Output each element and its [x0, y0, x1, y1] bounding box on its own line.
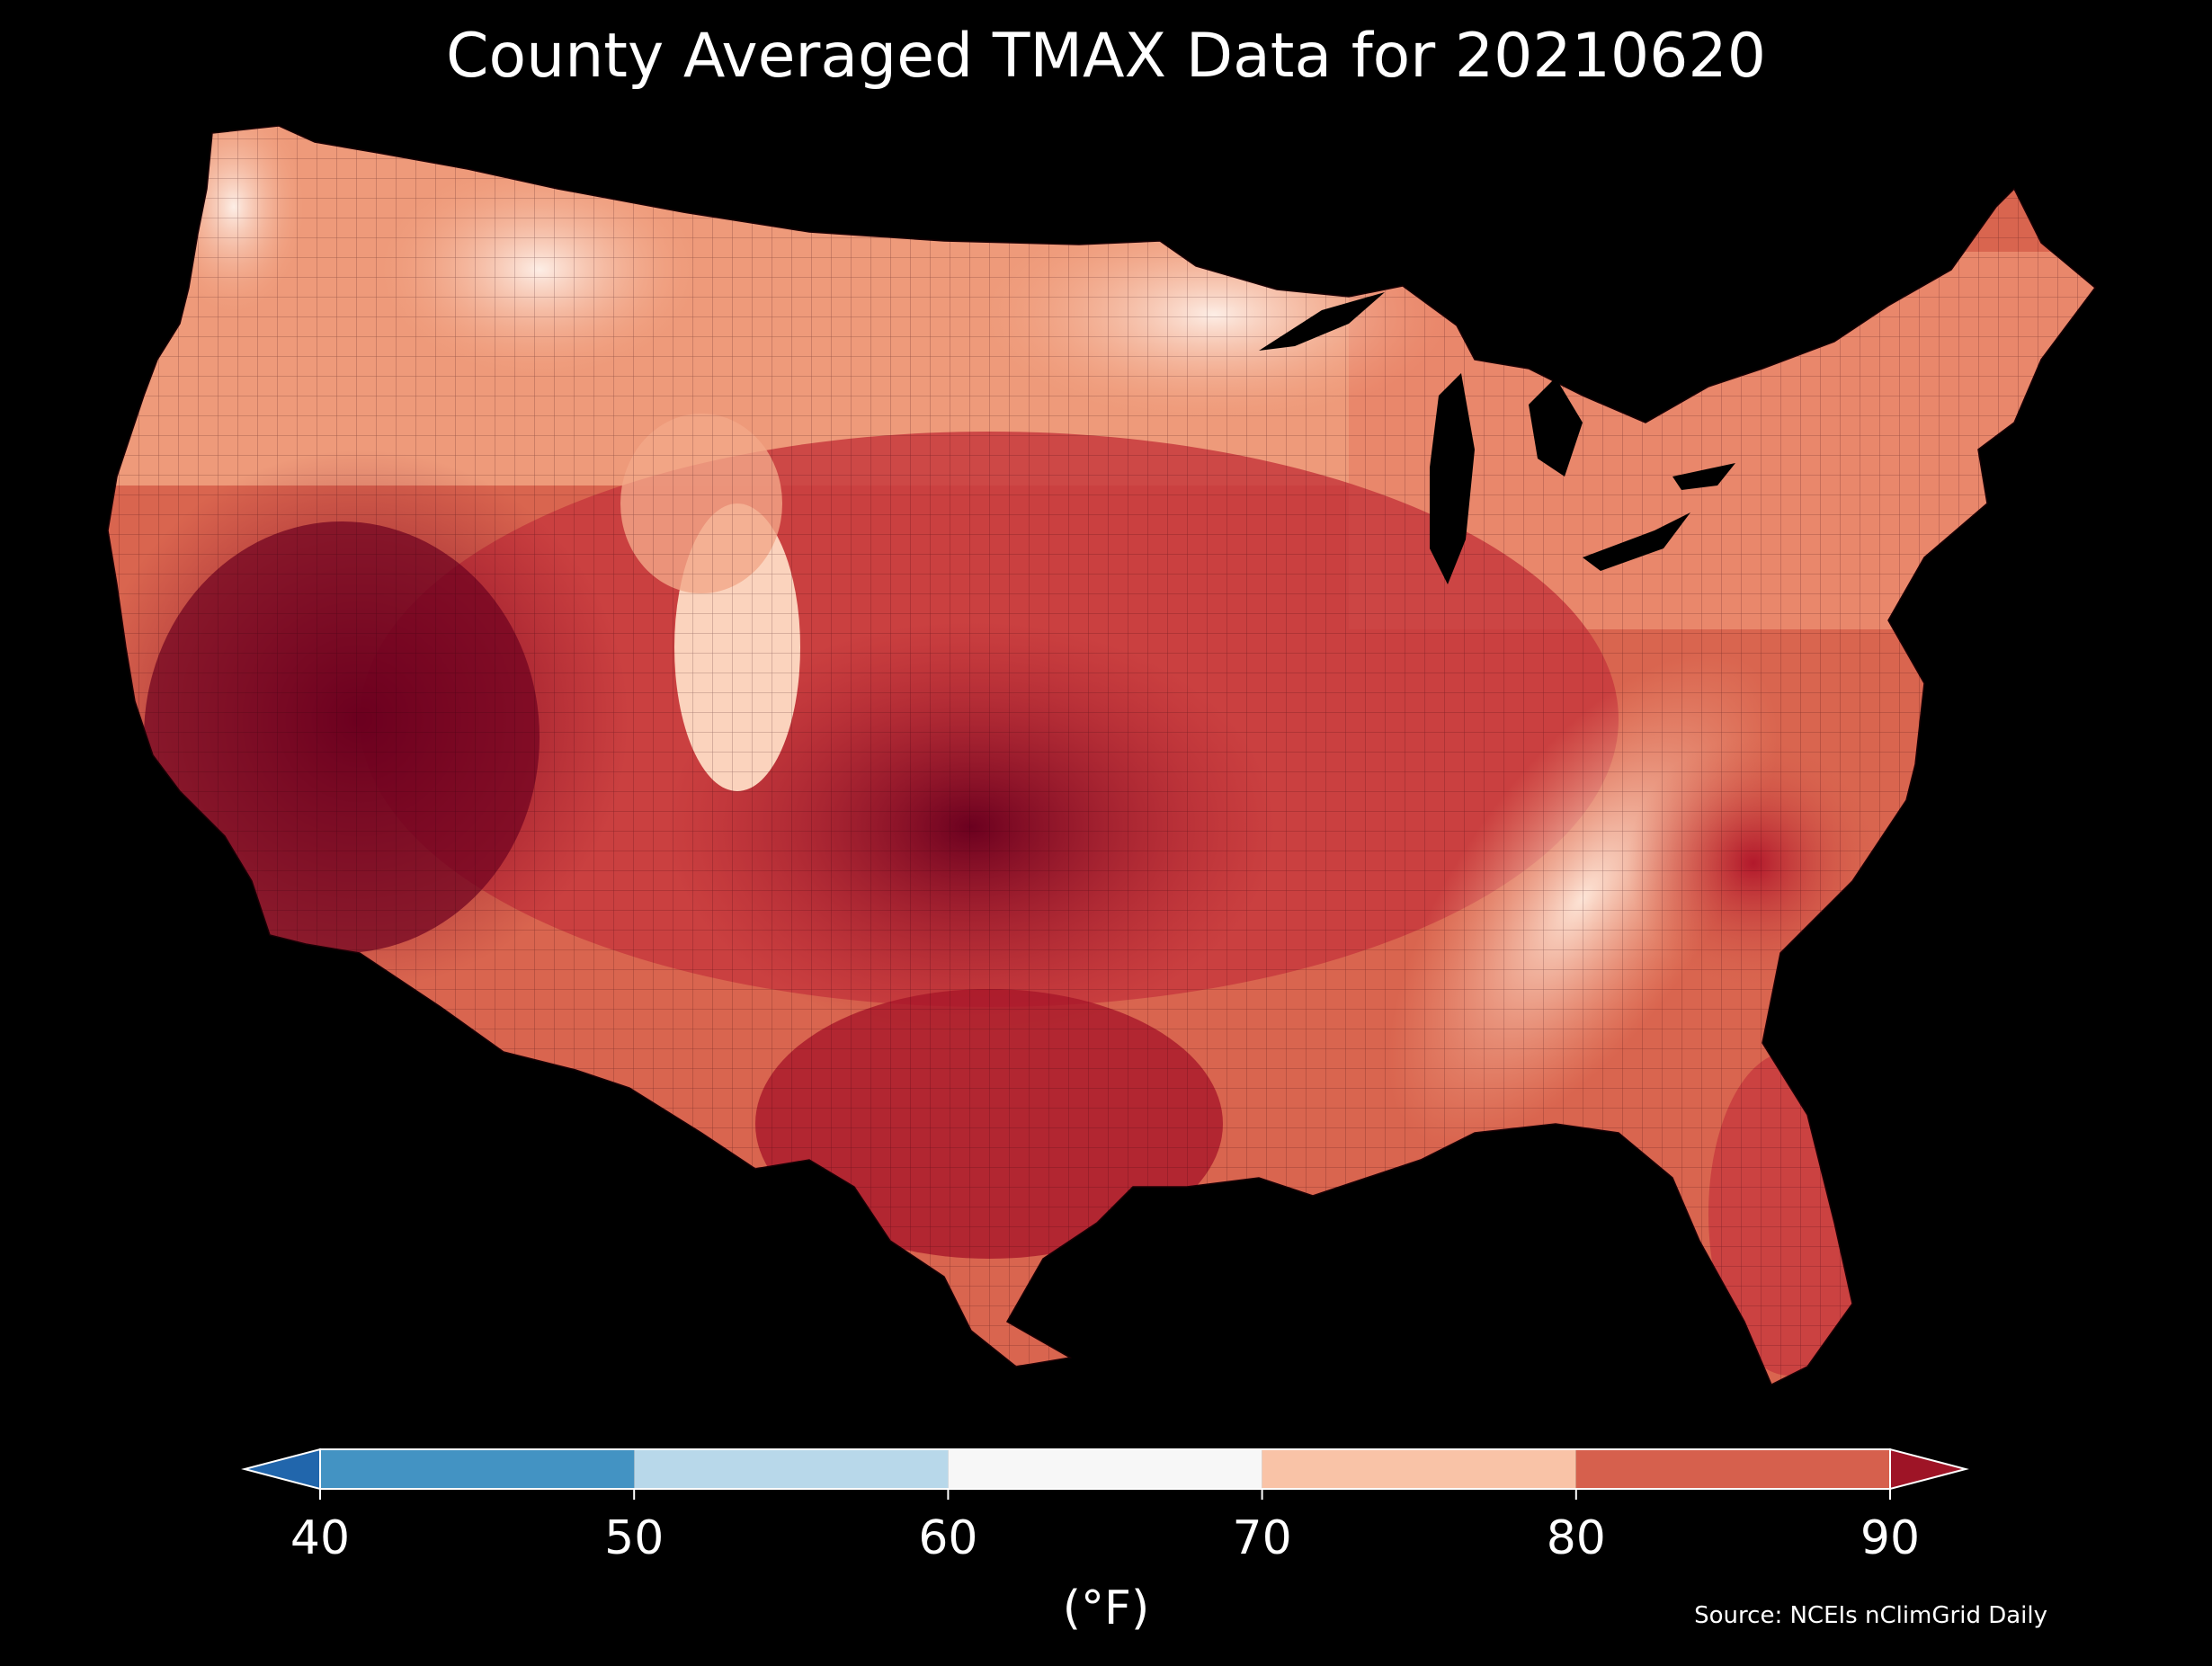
us-landmass	[107, 125, 2097, 1386]
colorbar-bin	[1262, 1449, 1576, 1489]
lake-michigan	[1430, 373, 1475, 584]
colorbar-tick-label: 60	[918, 1511, 977, 1565]
colorbar-bin	[320, 1449, 635, 1489]
map-title: County Averaged TMAX Data for 20210620	[446, 21, 1766, 92]
colorbar-tick-label: 50	[604, 1511, 664, 1565]
colorbar-outline	[319, 1448, 1891, 1490]
colorbar-bin	[1575, 1449, 1890, 1489]
lake-huron	[1529, 378, 1583, 477]
colorbar-extend-low	[241, 1448, 321, 1491]
lake-erie	[1583, 512, 1690, 571]
source-note: Source: NCEIs nClimGrid Daily	[1694, 1602, 2047, 1629]
colorbar-bin	[634, 1449, 949, 1489]
colorbar-unit-label: (°F)	[1063, 1581, 1149, 1635]
lake-superior	[1259, 292, 1385, 351]
colorbar-tick-label: 70	[1233, 1511, 1292, 1565]
colorbar-tick-label: 90	[1860, 1511, 1920, 1565]
colorbar-bin	[948, 1449, 1262, 1489]
lake-ontario	[1672, 463, 1735, 490]
colorbar-tick-label: 40	[290, 1511, 350, 1565]
colorbar-extend-high	[1889, 1448, 1969, 1491]
us-outline	[107, 125, 2097, 1386]
great-lakes	[1259, 292, 1735, 584]
colorbar-tick-label: 80	[1547, 1511, 1606, 1565]
